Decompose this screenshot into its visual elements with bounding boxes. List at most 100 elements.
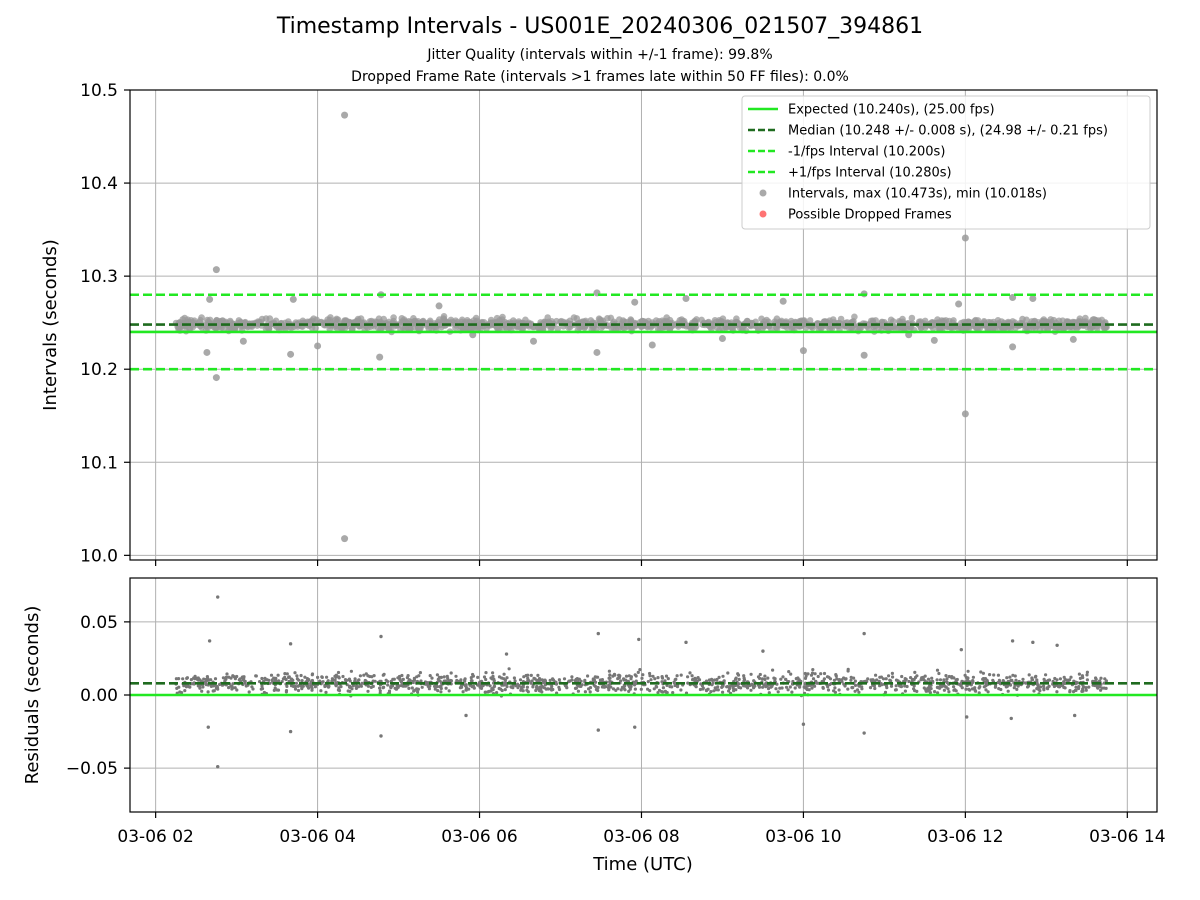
interval-point xyxy=(1000,325,1007,333)
residual-point xyxy=(420,685,424,689)
residual-point xyxy=(269,673,274,677)
residual-point xyxy=(296,684,300,688)
residual-point xyxy=(761,685,765,689)
residual-point xyxy=(318,679,322,683)
residual-point xyxy=(518,678,523,682)
residual-point xyxy=(1042,684,1046,688)
residual-point xyxy=(763,677,767,682)
residual-point xyxy=(574,677,578,682)
residual-point xyxy=(447,679,451,683)
residual-point xyxy=(407,686,411,691)
residual-point xyxy=(235,674,239,679)
residual-point xyxy=(482,675,487,679)
interval-point xyxy=(214,321,221,328)
residual-point xyxy=(638,668,642,672)
residual-point xyxy=(811,677,816,681)
bottom-y-tick-label: 0.05 xyxy=(80,613,118,633)
residual-point xyxy=(378,689,382,693)
residual-point xyxy=(779,677,783,681)
residual-point xyxy=(492,685,496,689)
residual-point xyxy=(857,690,861,694)
residual-point xyxy=(660,676,665,680)
residual-point xyxy=(903,689,908,693)
residual-point xyxy=(749,672,753,676)
interval-outlier-point xyxy=(682,294,690,302)
legend-label: Expected (10.240s), (25.00 fps) xyxy=(788,103,995,118)
interval-outlier-point xyxy=(593,348,601,356)
residual-point xyxy=(971,675,976,679)
residual-point xyxy=(691,677,695,682)
residual-point xyxy=(310,678,314,683)
residual-point xyxy=(1047,678,1052,682)
residual-point xyxy=(211,689,215,693)
residual-point xyxy=(327,684,331,688)
residual-point xyxy=(774,687,778,691)
residual-point xyxy=(486,690,490,694)
residual-point xyxy=(793,686,797,690)
residual-point xyxy=(894,678,899,682)
residual-point xyxy=(1077,672,1081,676)
residual-point xyxy=(803,676,808,681)
residual-point xyxy=(1084,686,1088,690)
residual-point xyxy=(715,677,719,682)
residual-point xyxy=(668,685,672,689)
residual-point xyxy=(333,674,337,678)
residual-point xyxy=(268,681,272,685)
residual-point xyxy=(356,679,360,683)
interval-point xyxy=(1012,324,1019,332)
interval-outlier-point xyxy=(955,300,963,308)
residual-point xyxy=(368,674,372,679)
legend-box xyxy=(741,95,1151,230)
residual-point xyxy=(686,675,690,679)
residual-point xyxy=(913,670,917,675)
residual-point xyxy=(366,689,370,693)
residual-point xyxy=(872,684,877,688)
residual-point xyxy=(985,678,989,682)
residual-point xyxy=(348,685,353,689)
residual-point xyxy=(484,677,488,682)
residual-point xyxy=(1099,676,1103,680)
residual-point xyxy=(360,681,364,685)
residual-point xyxy=(1062,675,1066,679)
residual-point xyxy=(939,684,943,688)
residual-point xyxy=(710,683,714,687)
residual-point xyxy=(1085,673,1089,677)
residual-point xyxy=(378,686,382,690)
residual-point xyxy=(509,685,513,689)
residual-point xyxy=(992,673,996,677)
residual-point xyxy=(1103,677,1107,681)
residual-point xyxy=(264,678,268,682)
residual-outlier-point xyxy=(216,764,220,769)
interval-outlier-point xyxy=(961,410,969,418)
residual-point xyxy=(320,675,324,679)
residual-point xyxy=(502,677,506,681)
residual-point xyxy=(444,686,448,690)
residual-point xyxy=(822,677,827,681)
residual-point xyxy=(984,688,988,692)
residual-point xyxy=(389,685,393,689)
residual-point xyxy=(309,685,314,689)
residual-point xyxy=(837,688,841,692)
residual-point xyxy=(183,689,187,693)
residual-outlier-point xyxy=(965,715,969,719)
residual-point xyxy=(554,682,559,686)
residual-point xyxy=(873,679,877,683)
residual-point xyxy=(873,686,877,691)
residual-point xyxy=(641,673,645,677)
residual-point xyxy=(316,675,320,680)
residual-outlier-point xyxy=(1009,716,1013,721)
interval-point xyxy=(510,317,517,324)
residual-point xyxy=(336,670,341,675)
residual-point xyxy=(411,680,415,685)
residual-point xyxy=(461,690,465,694)
residual-point xyxy=(543,678,547,682)
residual-point xyxy=(933,690,937,694)
residual-point xyxy=(787,670,791,674)
residual-point xyxy=(503,681,508,685)
interval-point xyxy=(417,324,424,332)
residual-point xyxy=(927,688,932,692)
interval-point xyxy=(554,325,561,333)
residual-outlier-point xyxy=(379,634,383,639)
residual-point xyxy=(594,687,599,692)
residual-point xyxy=(679,688,683,692)
